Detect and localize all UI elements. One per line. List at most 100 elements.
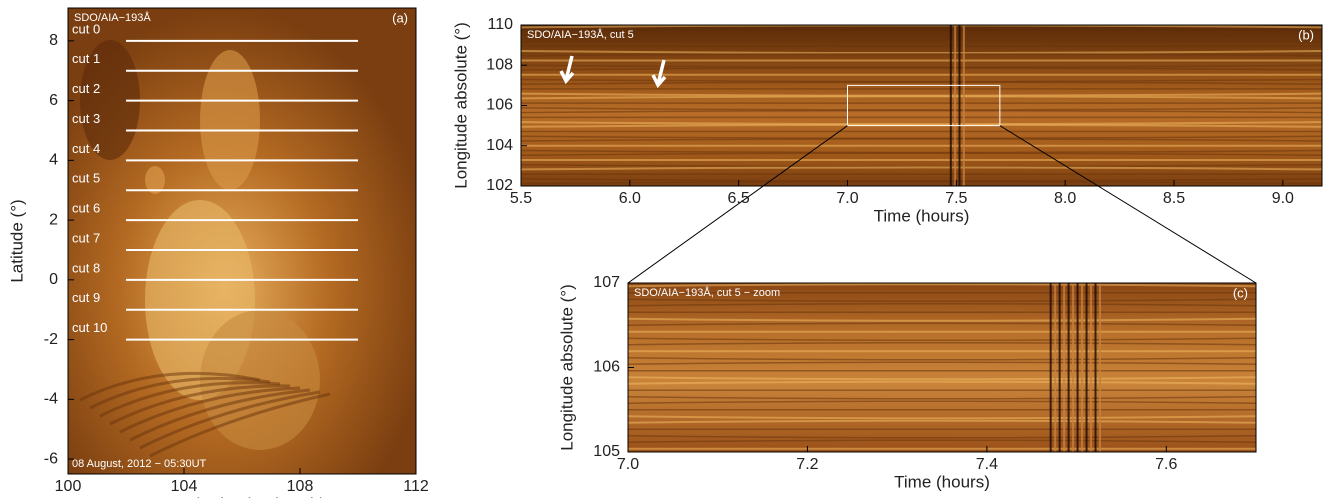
image-feature <box>628 415 1256 420</box>
y-tick-label: 102 <box>486 177 513 194</box>
image-stripe <box>949 25 952 186</box>
image-feature <box>80 40 140 160</box>
panel-label: (c) <box>1233 285 1248 300</box>
image-stripe <box>954 25 957 186</box>
image-stripe <box>1058 283 1061 452</box>
cut-label: cut 7 <box>72 230 100 245</box>
image-stripe <box>1076 283 1079 452</box>
image-feature <box>628 298 1256 302</box>
arrow <box>651 59 667 89</box>
cut-label: cut 9 <box>72 290 100 305</box>
x-tick-label: 8.0 <box>1054 190 1076 207</box>
y-tick-label: 4 <box>49 152 58 169</box>
y-tick-label: 106 <box>593 359 620 376</box>
image-feature <box>628 439 1256 443</box>
cut-label: cut 4 <box>72 141 100 156</box>
y-tick-label: 107 <box>593 274 620 291</box>
image-feature <box>628 376 1256 381</box>
image-feature <box>521 180 1322 185</box>
image <box>68 8 416 474</box>
x-tick-label: 8.5 <box>1163 190 1185 207</box>
x-axis-title: Time (hours) <box>874 206 970 225</box>
image-feature <box>521 166 1322 171</box>
image-title: SDO/AIA−193Å <box>74 11 151 24</box>
x-tick-label: 7.6 <box>1155 456 1177 473</box>
x-tick-label: 7.2 <box>796 456 818 473</box>
image-feature <box>139 390 321 450</box>
x-tick-label: 7.0 <box>617 456 639 473</box>
y-axis-title: Longitude absolute (°) <box>451 22 470 189</box>
image-stripe <box>1090 283 1093 452</box>
image-title: SDO/AIA−193Å, cut 5 − zoom <box>634 286 780 299</box>
image-feature <box>628 322 1256 326</box>
image-feature <box>628 357 1256 361</box>
arrow <box>559 55 575 85</box>
image-feature <box>89 376 271 410</box>
cut-label: cut 1 <box>72 51 100 66</box>
image-feature <box>628 342 1256 346</box>
frame <box>67 7 417 475</box>
image-feature <box>521 67 1322 71</box>
image-feature <box>628 303 1256 307</box>
x-axis-title: Time (hours) <box>894 472 990 491</box>
image <box>628 283 1256 452</box>
image <box>521 25 1322 186</box>
x-tick-label: 6.0 <box>619 190 641 207</box>
image-stripe <box>1085 283 1088 452</box>
panel-label: (b) <box>1298 27 1314 42</box>
image-feature <box>521 123 1322 128</box>
image-stripe <box>1049 283 1052 452</box>
image-stripe <box>958 25 961 186</box>
y-axis-title: Longitude absolute (°) <box>557 284 576 451</box>
image-feature <box>628 419 1256 424</box>
zoom-box <box>846 84 1001 127</box>
image-feature <box>149 392 331 458</box>
image-feature <box>628 337 1256 341</box>
zoom-connector <box>999 125 1257 284</box>
cut-label: cut 2 <box>72 81 100 96</box>
image-stripe <box>1067 283 1070 452</box>
image-feature <box>628 317 1256 322</box>
image-stripe <box>1081 283 1084 452</box>
image-feature <box>521 152 1322 156</box>
image-feature <box>628 396 1256 400</box>
image-feature <box>145 166 165 194</box>
image-feature <box>521 53 1322 57</box>
x-tick-label: 100 <box>55 478 82 495</box>
panels: SDO/AIA−193Å (a) 08 August, 2012 − 05:30UT… <box>7 7 1323 498</box>
image-feature <box>628 361 1256 365</box>
image-feature <box>521 38 1322 43</box>
image-feature <box>521 109 1322 114</box>
x-tick-label: 5.5 <box>510 190 532 207</box>
image-stripe <box>962 25 965 186</box>
y-tick-label: 8 <box>49 32 58 49</box>
image-stripe <box>1072 283 1075 452</box>
cut-label: cut 5 <box>72 171 100 186</box>
y-tick-label: 110 <box>487 16 513 33</box>
image-feature <box>99 381 281 418</box>
y-tick-label: 2 <box>49 211 58 228</box>
x-axis-title: Longitude absolute (°) <box>159 494 326 498</box>
cut-label: cut 0 <box>72 21 100 36</box>
image-stripe <box>1054 283 1057 452</box>
image-title: SDO/AIA−193Å, cut 5 <box>527 28 634 41</box>
cut-label: cut 3 <box>72 111 100 126</box>
y-tick-label: 106 <box>486 97 513 114</box>
y-tick-label: -4 <box>44 391 58 408</box>
cut-label: cut 8 <box>72 260 100 275</box>
x-tick-label: 7.4 <box>976 456 998 473</box>
y-tick-label: 6 <box>49 92 58 109</box>
image-feature <box>628 400 1256 404</box>
image-stripe <box>1094 283 1097 452</box>
cut-label: cut 10 <box>72 320 107 335</box>
y-tick-label: -6 <box>44 450 58 467</box>
y-tick-label: 108 <box>486 56 513 73</box>
image-feature <box>200 50 260 190</box>
image-background <box>521 25 1322 186</box>
image-feature <box>521 81 1322 85</box>
image-feature <box>628 435 1256 439</box>
y-tick-label: 104 <box>486 137 513 154</box>
x-tick-label: 9.0 <box>1272 190 1294 207</box>
image-stripe <box>1099 283 1101 452</box>
